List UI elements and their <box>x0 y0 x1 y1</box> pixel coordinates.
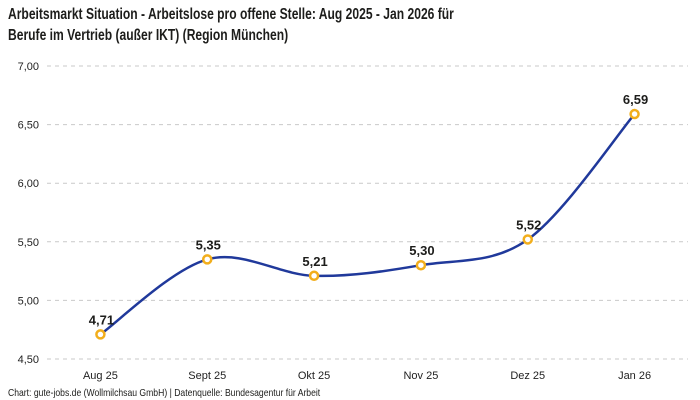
y-axis-tick-label: 6,00 <box>18 178 39 190</box>
x-axis-tick-label: Aug 25 <box>83 370 118 382</box>
data-point-marker[interactable] <box>95 329 106 340</box>
chart-title: Arbeitsmarkt Situation - Arbeitslose pro… <box>8 4 454 46</box>
chart-footer: Chart: gute-jobs.de (Wollmilchsau GmbH) … <box>8 387 321 399</box>
y-axis-tick-label: 7,00 <box>18 61 39 73</box>
data-point-label: 5,21 <box>302 254 327 269</box>
data-point-marker[interactable] <box>415 259 427 271</box>
x-axis-tick-label: Nov 25 <box>403 370 438 382</box>
x-axis-tick-label: Sept 25 <box>188 370 226 382</box>
data-point-marker[interactable] <box>522 234 533 245</box>
series-line <box>99 112 636 336</box>
x-axis-tick-label: Jan 26 <box>618 370 651 382</box>
x-axis-tick-label: Okt 25 <box>298 370 330 382</box>
data-point-label: 5,52 <box>516 217 541 232</box>
y-axis-tick-label: 5,50 <box>18 237 39 249</box>
chart-title-line1: Arbeitsmarkt Situation - Arbeitslose pro… <box>8 6 454 23</box>
chart-title-line2: Berufe im Vertrieb (außer IKT) (Region M… <box>8 27 289 44</box>
data-point-label: 5,35 <box>196 237 221 252</box>
y-axis-tick-label: 5,00 <box>18 295 39 307</box>
x-axis-tick-label: Dez 25 <box>510 370 545 382</box>
data-point-marker[interactable] <box>308 270 320 282</box>
data-point-marker[interactable] <box>629 108 640 120</box>
data-point-label: 6,59 <box>623 92 648 107</box>
data-point-label: 4,71 <box>89 312 114 327</box>
y-axis-tick-label: 6,50 <box>18 120 39 132</box>
data-point-marker[interactable] <box>202 254 213 265</box>
data-point-label: 5,30 <box>409 243 434 258</box>
y-axis-tick-label: 4,50 <box>18 354 39 366</box>
